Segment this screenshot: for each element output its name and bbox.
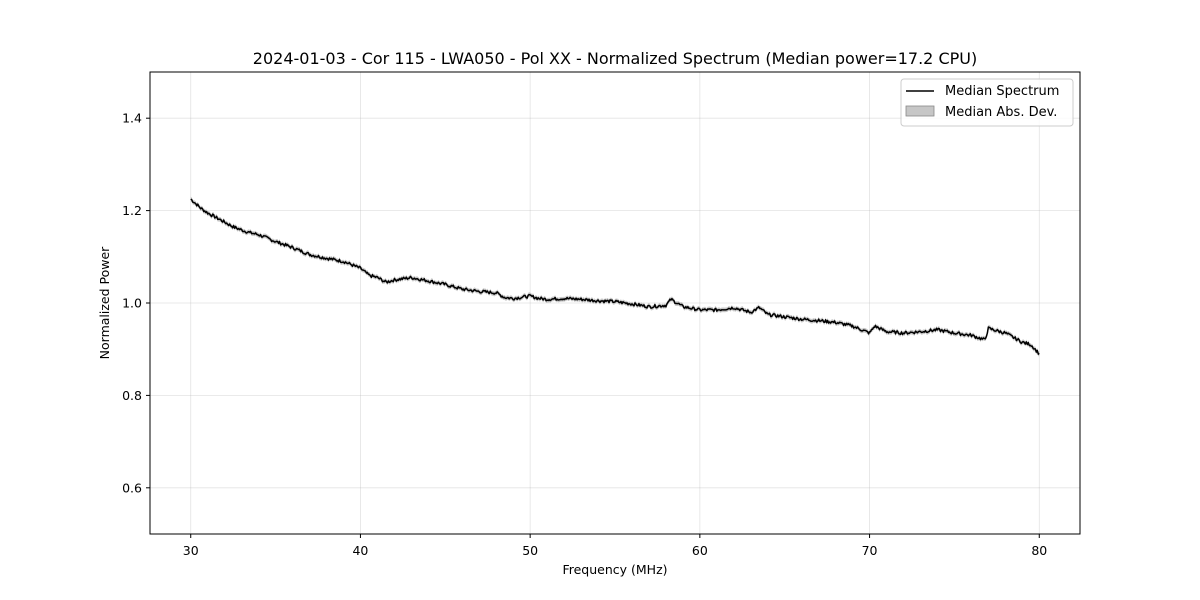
x-tick-label: 60 <box>692 543 708 558</box>
legend: Median Spectrum Median Abs. Dev. <box>900 78 1074 127</box>
plot-area <box>190 196 1040 357</box>
y-axis-ticks: 0.6 0.8 1.0 1.2 1.4 <box>122 111 150 495</box>
median-spectrum-line <box>190 198 1040 355</box>
x-tick-label: 80 <box>1031 543 1047 558</box>
y-tick-label: 1.2 <box>122 203 142 218</box>
y-tick-label: 0.8 <box>122 388 142 403</box>
y-axis-label: Normalized Power <box>97 246 112 360</box>
x-tick-label: 50 <box>522 543 538 558</box>
legend-band-swatch <box>905 105 935 117</box>
y-tick-label: 1.4 <box>122 111 142 126</box>
y-tick-label: 0.6 <box>122 480 142 495</box>
legend-label-median-abs-dev: Median Abs. Dev. <box>945 105 1057 120</box>
legend-label-median-spectrum: Median Spectrum <box>945 84 1059 99</box>
chart-title: 2024-01-03 - Cor 115 - LWA050 - Pol XX -… <box>253 49 977 68</box>
x-tick-label: 40 <box>352 543 368 558</box>
x-tick-label: 30 <box>183 543 199 558</box>
x-tick-label: 70 <box>862 543 878 558</box>
y-tick-label: 1.0 <box>122 296 142 311</box>
x-axis-ticks: 30 40 50 60 70 80 <box>183 534 1047 558</box>
legend-box <box>900 78 1074 127</box>
x-axis-label: Frequency (MHz) <box>562 562 667 577</box>
